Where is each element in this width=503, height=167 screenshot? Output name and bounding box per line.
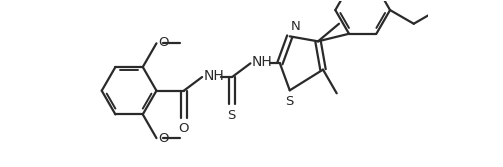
Text: NH: NH xyxy=(203,69,224,82)
Text: O: O xyxy=(158,132,169,145)
Text: O: O xyxy=(158,36,169,49)
Text: S: S xyxy=(285,95,293,108)
Text: S: S xyxy=(227,109,235,122)
Text: N: N xyxy=(291,20,301,33)
Text: O: O xyxy=(178,122,188,135)
Text: NH: NH xyxy=(252,55,272,69)
